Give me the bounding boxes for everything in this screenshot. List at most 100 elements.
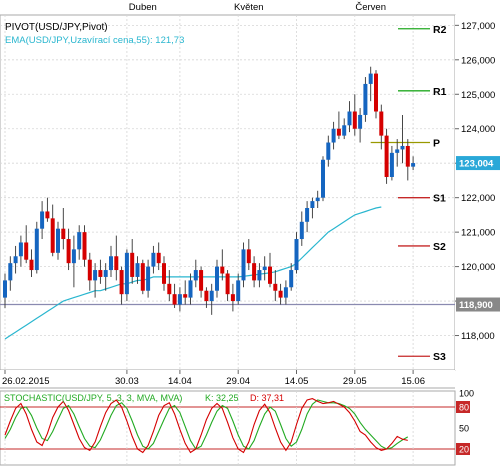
price-tick-label: 127,000 [461, 21, 495, 32]
candle-body-up [363, 83, 368, 115]
ema-legend: EMA(USD/JPY,Uzavírací cena,55): 121,73 [5, 35, 184, 46]
stochastic-tick-label: 100 [459, 389, 474, 399]
candle-body-down [278, 290, 283, 298]
stochastic-d-legend: D: 37,31 [250, 393, 284, 403]
candle [400, 114, 405, 164]
candle [40, 201, 45, 240]
month-label: Červen [355, 2, 386, 13]
candle [188, 273, 193, 305]
candle-body-up [71, 249, 76, 264]
candle [368, 66, 373, 102]
candle [236, 273, 241, 305]
candle [310, 197, 315, 219]
candle-body-down [66, 239, 71, 264]
candle [273, 270, 278, 302]
candle [374, 70, 378, 119]
stochastic-title: STOCHASTIC(USD/JPY, 5, 3, 3, MVA, MVA) [4, 393, 182, 403]
candle [358, 108, 363, 143]
stochastic-d-line [4, 399, 409, 450]
candle-body-down [114, 256, 119, 271]
candle-body-down [140, 263, 145, 291]
candle [45, 197, 50, 222]
candle-body-up [411, 163, 416, 167]
candle [220, 249, 225, 281]
price-tick-label: 120,000 [461, 262, 495, 273]
price-gridlines [0, 15, 455, 370]
candle-body-up [188, 280, 193, 298]
candle-body-up [305, 208, 310, 222]
stochastic-tick-label: 50 [459, 424, 469, 434]
candle [352, 94, 357, 136]
candle-body-up [18, 242, 23, 257]
candle-body-down [172, 294, 177, 305]
candle-body-down [225, 273, 230, 295]
candle [162, 256, 166, 291]
candle-body-up [331, 128, 336, 143]
candle [103, 263, 108, 291]
candle [146, 259, 151, 298]
candle [278, 283, 283, 305]
price-tick-label: 126,000 [461, 55, 495, 66]
candle-body-down [24, 242, 29, 260]
candle-body-up [40, 211, 45, 229]
candle [135, 256, 140, 284]
pivot-label-p: P [433, 138, 440, 150]
candle-body-up [77, 232, 82, 250]
candle-body-down [246, 249, 251, 264]
candle [257, 263, 262, 288]
candle [87, 252, 92, 291]
candle-body-down [45, 211, 50, 219]
candle [34, 221, 39, 274]
candle [299, 211, 304, 246]
candle [98, 259, 103, 284]
candle-body-up [347, 111, 352, 126]
candle [71, 235, 76, 288]
candle-body-down [352, 111, 357, 129]
month-label: Květen [234, 2, 264, 13]
price-axis: 127,000126,000125,000124,000123,000122,0… [455, 15, 500, 370]
candlestick-series [3, 66, 416, 315]
candle-body-up [342, 125, 347, 136]
candle [241, 242, 246, 288]
candle [209, 283, 214, 315]
candle-body-down [204, 290, 209, 302]
date-axis-background [0, 370, 455, 388]
candle [124, 249, 129, 302]
price-panel-title: PIVOT(USD/JPY,Pivot) [5, 22, 108, 33]
date-tick-label: 15.06 [401, 376, 425, 387]
date-tick-label: 14.05 [285, 376, 309, 387]
candle-body-down [336, 128, 341, 136]
candle-body-down [199, 270, 204, 291]
candle-body-up [177, 294, 182, 305]
candle-body-up [124, 252, 129, 295]
candle [93, 263, 98, 298]
candle-body-up [193, 270, 198, 281]
price-axis-tags: 123,004 118,900 [456, 156, 500, 312]
pivot-label-r2: R2 [433, 24, 447, 36]
stochastic-k-legend: K: 32,25 [205, 393, 239, 403]
candle-body-down [119, 270, 124, 295]
candle [411, 156, 416, 171]
pivot-levels: R2 R1 P S1 S2 S3 [370, 24, 447, 363]
candle-body-down [130, 252, 135, 277]
candle [183, 280, 188, 305]
horizontal-line-price-label: 118,900 [459, 300, 493, 311]
candle [342, 118, 347, 140]
candle [215, 259, 219, 298]
candle-body-up [294, 239, 299, 271]
candle-body-up [389, 152, 394, 177]
date-tick-label: 29.04 [226, 376, 250, 387]
candle [13, 245, 18, 274]
candle-body-up [109, 256, 113, 271]
candle-body-up [400, 145, 405, 150]
candle [172, 283, 177, 308]
candle-body-up [8, 263, 13, 281]
candle-body-up [257, 270, 262, 281]
pivot-label-s2: S2 [433, 241, 446, 253]
candle-body-down [98, 270, 103, 277]
candle-body-down [167, 283, 172, 295]
stochastic-tick-label: 80 [459, 403, 469, 413]
candle [252, 256, 257, 288]
candle [56, 221, 60, 260]
candle [82, 225, 87, 267]
